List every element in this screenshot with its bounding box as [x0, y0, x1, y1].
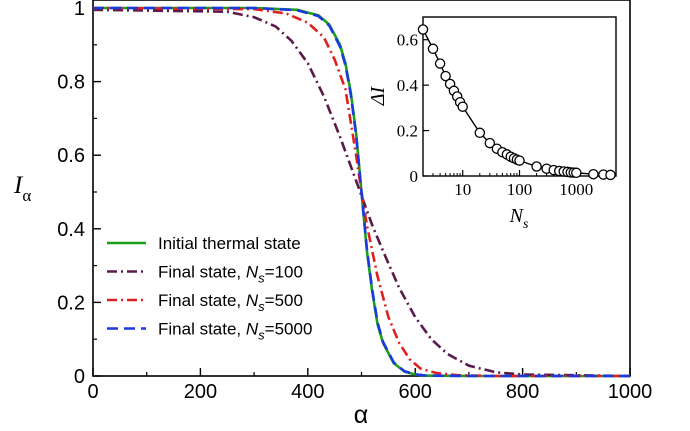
- y-axis-label-main: I: [13, 172, 24, 199]
- y-tick-label: 0.2: [57, 292, 85, 314]
- inset-y-tick-label: 0.4: [397, 76, 419, 95]
- legend-label-1: Final state, Ns=100: [158, 263, 303, 286]
- inset-series: [417, 24, 616, 181]
- y-tick-label: 1: [74, 0, 85, 20]
- inset-point: [434, 58, 446, 69]
- legend-label-symbol: N: [246, 263, 259, 282]
- inset-y-axis-label: ΔI: [367, 85, 389, 106]
- y-tick-label: 0.8: [57, 72, 85, 94]
- y-axis-label: Iα: [13, 172, 31, 205]
- y-tick-label: 0: [74, 366, 85, 388]
- inset-point: [531, 161, 542, 172]
- legend-label-value: =100: [265, 263, 303, 282]
- inset-point: [417, 24, 429, 35]
- legend-label-2: Final state, Ns=500: [158, 291, 303, 314]
- inset-point: [427, 43, 439, 55]
- legend-label-main: Initial thermal state: [158, 234, 301, 253]
- legend-label-subscript: s: [258, 328, 265, 343]
- inset-x-label-subscript: s: [523, 217, 529, 232]
- inset-point: [474, 127, 486, 139]
- inset-point: [484, 137, 496, 149]
- legend-label-3: Final state, Ns=5000: [158, 320, 312, 343]
- series-line-2: [92, 6, 630, 378]
- x-tick-label: 800: [506, 381, 539, 403]
- inset-point: [457, 101, 468, 112]
- legend-label-subscript: s: [258, 271, 265, 286]
- legend-label-value: =5000: [265, 320, 313, 339]
- inset-point: [588, 168, 599, 180]
- legend-label-main: Final state,: [158, 263, 246, 282]
- main-series-curves: [92, 6, 631, 378]
- series-line-3: [93, 6, 630, 378]
- x-tick-label: 0: [87, 381, 98, 403]
- legend-label-main: Final state,: [158, 291, 246, 310]
- legend-label-0: Initial thermal state: [158, 234, 301, 253]
- y-tick-label: 0.4: [57, 219, 85, 241]
- inset-axis-ticks: 10 100 1000 0 0.2 0.4 0.6: [397, 31, 617, 199]
- legend-label-main: Final state,: [158, 320, 246, 339]
- legend-label-symbol: N: [246, 291, 259, 310]
- inset-x-axis-label: Ns: [509, 205, 529, 232]
- inset-point: [514, 155, 525, 166]
- x-tick-label: 200: [184, 381, 217, 403]
- inset-y-tick-label: 0: [410, 167, 419, 186]
- inset-x-label-main: N: [509, 205, 525, 227]
- inset-point: [571, 167, 582, 179]
- x-tick-label: 1000: [608, 381, 653, 403]
- x-tick-label: 600: [399, 381, 432, 403]
- series-line-1: [92, 8, 631, 378]
- inset-point: [605, 169, 616, 181]
- inset-x-tick-label: 1000: [559, 180, 593, 199]
- y-axis-label-subscript: α: [22, 186, 31, 205]
- legend-label-subscript: s: [258, 299, 265, 314]
- legend-label-value: =500: [265, 291, 303, 310]
- inset-y-tick-label: 0.6: [397, 31, 418, 50]
- inset-point: [440, 70, 451, 82]
- x-axis-label: α: [354, 401, 368, 429]
- inset-y-tick-label: 0.2: [397, 122, 418, 141]
- inset-x-tick-label: 100: [507, 180, 533, 199]
- inset-x-tick-label: 10: [454, 180, 471, 199]
- inset-plot-frame: [422, 16, 617, 177]
- x-tick-label: 400: [291, 381, 324, 403]
- y-tick-label: 0.6: [57, 145, 85, 167]
- legend-label-symbol: N: [246, 320, 259, 339]
